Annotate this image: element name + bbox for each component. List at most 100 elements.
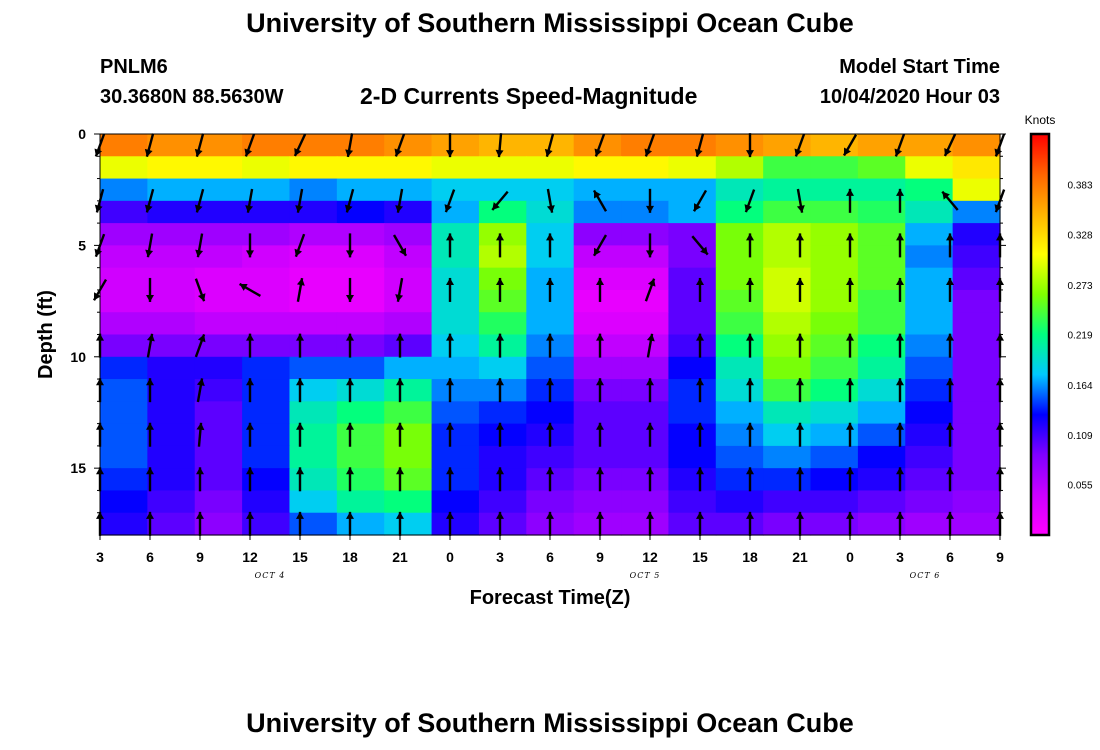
arrow-head: [246, 333, 254, 341]
heatmap-cell: [668, 245, 717, 269]
heatmap-cell: [810, 245, 859, 269]
current-arrow: [346, 277, 354, 302]
arrow-head: [846, 233, 854, 241]
heatmap-cell: [952, 379, 1001, 402]
heatmap-cell: [478, 423, 527, 447]
current-arrow: [496, 511, 504, 536]
arrow-head: [396, 422, 404, 430]
heatmap-cell: [384, 245, 433, 269]
heatmap-cell: [763, 334, 812, 358]
current-arrow: [746, 511, 754, 536]
arrow-head: [994, 148, 1003, 157]
heatmap-cell: [242, 334, 291, 358]
heatmap-cell: [715, 156, 764, 180]
current-arrow: [246, 233, 254, 258]
current-arrow: [546, 511, 554, 536]
arrow-head: [296, 278, 305, 286]
arrow-head: [446, 511, 454, 519]
current-arrow: [296, 511, 304, 536]
y-tick-label: 10: [70, 349, 86, 365]
current-arrow: [446, 378, 454, 403]
x-tick-label: 6: [146, 549, 154, 565]
heatmap-cell: [857, 312, 906, 336]
current-arrow: [796, 467, 804, 492]
heatmap-cell: [384, 312, 433, 336]
heatmap-cell: [431, 512, 480, 536]
heatmap-cell: [384, 200, 433, 224]
arrow-head: [246, 422, 254, 430]
heatmap-cell: [857, 512, 906, 536]
current-arrow: [596, 378, 604, 403]
arrow-head: [796, 378, 804, 386]
heatmap-cell: [905, 356, 954, 380]
arrow-head: [396, 378, 404, 386]
current-arrow: [896, 511, 904, 536]
heatmap-cell: [573, 267, 622, 291]
heatmap-cell: [194, 423, 243, 447]
heatmap-cell: [668, 312, 717, 336]
heatmap-cell: [763, 156, 812, 180]
current-arrow: [896, 233, 904, 258]
arrow-head: [596, 511, 604, 519]
heatmap-cell: [526, 200, 575, 224]
heatmap-cell: [668, 401, 717, 425]
arrow-head: [399, 247, 406, 256]
heatmap-cell: [384, 334, 433, 358]
heatmap-cell: [668, 490, 717, 514]
x-date-label: OCT 6: [910, 571, 941, 580]
heatmap-cell: [431, 200, 480, 224]
heatmap-cell: [147, 512, 196, 536]
arrow-head: [846, 378, 854, 386]
x-tick-label: 0: [446, 549, 454, 565]
current-arrow: [239, 282, 261, 297]
current-arrow: [644, 278, 656, 302]
model-start-value: 10/04/2020 Hour 03: [819, 86, 1000, 108]
heatmap-cell: [621, 356, 670, 380]
arrow-head: [644, 148, 653, 157]
arrow-head: [196, 467, 204, 475]
heatmap-cell: [526, 312, 575, 336]
arrow-head: [394, 148, 403, 157]
heatmap-cell: [100, 267, 148, 291]
arrow-head: [646, 511, 654, 519]
x-tick-label: 3: [496, 549, 504, 565]
current-arrow: [294, 233, 306, 258]
heatmap-cell: [763, 423, 812, 447]
x-tick-label: 21: [392, 549, 408, 565]
arrow-head: [296, 467, 304, 475]
heatmap-cell: [478, 445, 527, 469]
heatmap-cell: [478, 379, 527, 402]
arrow-head: [700, 246, 708, 255]
heatmap-cell: [526, 490, 575, 514]
heatmap-cell: [194, 401, 243, 425]
heatmap-cell: [100, 512, 148, 536]
current-arrow: [296, 333, 304, 358]
arrow-head: [794, 148, 803, 157]
x-tick-label: 0: [846, 549, 854, 565]
arrow-head: [496, 233, 504, 241]
arrow-head: [846, 467, 854, 475]
arrow-head: [596, 422, 604, 430]
heatmap-cell: [194, 134, 243, 157]
current-arrow: [194, 133, 205, 158]
heatmap-cell: [573, 334, 622, 358]
heatmap-cell: [384, 379, 433, 402]
arrow-head: [246, 511, 254, 519]
heatmap-cell: [715, 289, 764, 313]
colorbar-tick-label: 0.383: [1067, 180, 1092, 191]
current-arrow: [344, 188, 355, 213]
current-arrow: [592, 189, 608, 212]
heatmap-cell: [763, 245, 812, 269]
heatmap-cell: [763, 512, 812, 536]
heatmap-cell: [621, 379, 670, 402]
heatmap-cell: [384, 289, 433, 313]
heatmap-cell: [763, 490, 812, 514]
current-arrow: [246, 467, 254, 492]
arrow-head: [295, 205, 304, 213]
current-arrow: [896, 467, 904, 492]
heatmap-cell: [100, 245, 148, 269]
arrow-head: [646, 205, 654, 213]
heatmap-cell: [668, 134, 717, 157]
heatmap-cell: [621, 468, 670, 492]
